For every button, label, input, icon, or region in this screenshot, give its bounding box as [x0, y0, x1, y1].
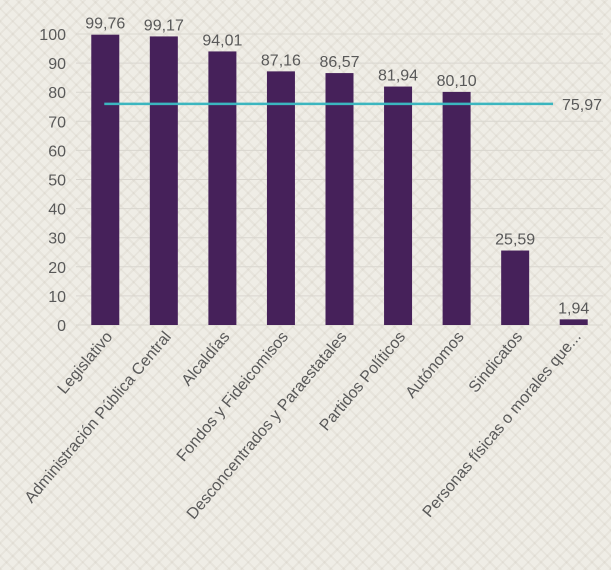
category-label: Fondos y Fideicomisos [174, 329, 292, 465]
y-tick-label: 60 [48, 143, 66, 160]
data-label: 94,01 [202, 32, 242, 49]
bar [149, 36, 178, 326]
bar [559, 319, 588, 325]
category-label: Sindicatos [466, 329, 526, 396]
bar [208, 51, 237, 325]
bar [384, 86, 413, 326]
bar [442, 91, 471, 325]
y-tick-label: 10 [48, 289, 66, 306]
data-label: 25,59 [495, 232, 535, 249]
data-label: 99,17 [144, 17, 184, 34]
bars [91, 34, 588, 326]
data-labels: 99,76 99,17 94,01 87,16 86,57 81,94 80,10 25,59… [85, 16, 589, 318]
y-tick-label: 0 [57, 318, 66, 335]
bar [325, 73, 354, 325]
y-tick-label: 100 [39, 27, 66, 44]
bar [266, 71, 295, 325]
data-label: 1,94 [558, 300, 589, 317]
data-label: 87,16 [261, 52, 301, 69]
y-tick-label: 40 [48, 202, 66, 219]
average-reference-line: 75,97 [104, 97, 602, 114]
data-label: 99,76 [85, 16, 125, 33]
reference-line-label: 75,97 [562, 97, 602, 114]
y-tick-label: 80 [48, 85, 66, 102]
bar [91, 34, 120, 326]
y-tick-label: 20 [48, 260, 66, 277]
y-axis-ticks: 0 10 20 30 40 50 60 70 80 90 100 [39, 27, 66, 335]
category-label: Legislativo [55, 329, 117, 398]
bar [501, 250, 530, 325]
data-label: 80,10 [437, 73, 477, 90]
data-label: 86,57 [319, 54, 359, 71]
y-tick-label: 90 [48, 56, 66, 73]
category-label: Autónomos [403, 329, 468, 402]
y-tick-label: 50 [48, 173, 66, 190]
y-tick-label: 70 [48, 114, 66, 131]
y-tick-label: 30 [48, 231, 66, 248]
category-label: Alcaldías [179, 329, 234, 390]
data-label: 81,94 [378, 68, 418, 85]
